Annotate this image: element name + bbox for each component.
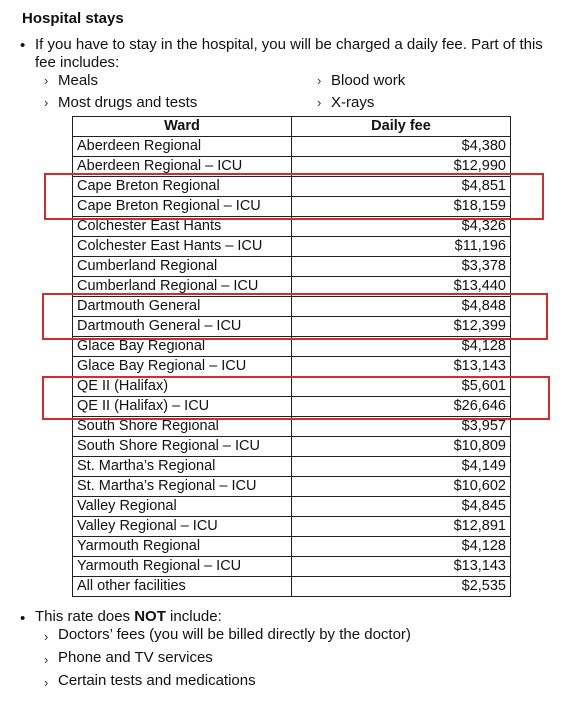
chevron-right-icon: ›	[317, 95, 322, 110]
table-row: Dartmouth General – ICU $12,399	[72, 316, 511, 337]
ward-cell: Dartmouth General – ICU	[72, 316, 292, 337]
table-row: Dartmouth General $4,848	[72, 296, 511, 317]
fee-cell: $4,149	[291, 456, 511, 477]
ward-cell: St. Martha’s Regional	[72, 456, 292, 477]
emphasis-not: NOT	[134, 608, 166, 625]
ward-cell: Cumberland Regional – ICU	[72, 276, 292, 297]
fee-cell: $4,380	[291, 136, 511, 157]
fee-cell: $4,845	[291, 496, 511, 517]
chevron-right-icon: ›	[44, 629, 49, 644]
fee-cell: $4,848	[291, 296, 511, 317]
include-item: Meals	[58, 72, 99, 89]
table-row: Cumberland Regional – ICU $13,440	[72, 276, 511, 297]
exclusion-item: Phone and TV services	[58, 649, 213, 666]
table-row: Valley Regional – ICU $12,891	[72, 516, 511, 537]
fee-cell: $3,378	[291, 256, 511, 277]
fee-cell: $2,535	[291, 576, 511, 597]
fee-cell: $11,196	[291, 236, 511, 257]
table-header-row: Ward Daily fee	[72, 116, 511, 137]
fee-cell: $10,602	[291, 476, 511, 497]
table-row: Yarmouth Regional – ICU $13,143	[72, 556, 511, 577]
table-row: Aberdeen Regional – ICU $12,990	[72, 156, 511, 177]
bullet-dot: •	[20, 37, 26, 54]
chevron-right-icon: ›	[44, 675, 49, 690]
fee-cell: $13,143	[291, 556, 511, 577]
chevron-right-icon: ›	[44, 73, 49, 88]
ward-cell: Yarmouth Regional	[72, 536, 292, 557]
highlight-box-cape-breton	[44, 173, 544, 220]
table-row: Yarmouth Regional $4,128	[72, 536, 511, 557]
highlight-box-dartmouth	[42, 293, 548, 340]
intro-line-2: fee includes:	[35, 54, 120, 71]
bullet-dot: •	[20, 610, 26, 627]
ward-cell: Valley Regional	[72, 496, 292, 517]
exclusions-heading: This rate does NOT include:	[35, 608, 222, 625]
column-header-fee: Daily fee	[291, 116, 511, 137]
exclusion-item: Certain tests and medications	[58, 672, 256, 689]
fee-cell: $10,809	[291, 436, 511, 457]
ward-cell: Valley Regional – ICU	[72, 516, 292, 537]
table-row: All other facilities $2,535	[72, 576, 511, 597]
highlight-box-qe-ii	[42, 376, 550, 420]
fee-cell: $4,128	[291, 536, 511, 557]
chevron-right-icon: ›	[317, 73, 322, 88]
chevron-right-icon: ›	[44, 95, 49, 110]
chevron-right-icon: ›	[44, 652, 49, 667]
table-row: Cumberland Regional $3,378	[72, 256, 511, 277]
ward-cell: Aberdeen Regional – ICU	[72, 156, 292, 177]
table-row: South Shore Regional – ICU $10,809	[72, 436, 511, 457]
ward-cell: Cumberland Regional	[72, 256, 292, 277]
ward-cell: Glace Bay Regional – ICU	[72, 356, 292, 377]
fee-cell: $12,891	[291, 516, 511, 537]
ward-cell: South Shore Regional – ICU	[72, 436, 292, 457]
section-heading: Hospital stays	[22, 10, 124, 27]
include-item: X-rays	[331, 94, 375, 111]
table-row: Aberdeen Regional $4,380	[72, 136, 511, 157]
ward-cell: Aberdeen Regional	[72, 136, 292, 157]
fee-cell: $3,957	[291, 416, 511, 437]
ward-cell: Colchester East Hants – ICU	[72, 236, 292, 257]
include-item: Blood work	[331, 72, 406, 89]
ward-cell: All other facilities	[72, 576, 292, 597]
daily-fee-table: Ward Daily fee Aberdeen Regional $4,380 A…	[72, 116, 511, 597]
table-row: Glace Bay Regional – ICU $13,143	[72, 356, 511, 377]
table-row: St. Martha’s Regional $4,149	[72, 456, 511, 477]
column-header-ward: Ward	[72, 116, 292, 137]
table-row: Colchester East Hants – ICU $11,196	[72, 236, 511, 257]
exclusion-item: Doctors’ fees (you will be billed direct…	[58, 626, 411, 643]
fee-cell: $13,440	[291, 276, 511, 297]
fee-cell: $13,143	[291, 356, 511, 377]
intro-line-1: If you have to stay in the hospital, you…	[35, 36, 543, 53]
table-row: Cape Breton Regional – ICU $18,159	[72, 196, 511, 217]
ward-cell: St. Martha’s Regional – ICU	[72, 476, 292, 497]
include-item: Most drugs and tests	[58, 94, 198, 111]
table-row: St. Martha’s Regional – ICU $10,602	[72, 476, 511, 497]
table-row: Valley Regional $4,845	[72, 496, 511, 517]
ward-cell: Yarmouth Regional – ICU	[72, 556, 292, 577]
